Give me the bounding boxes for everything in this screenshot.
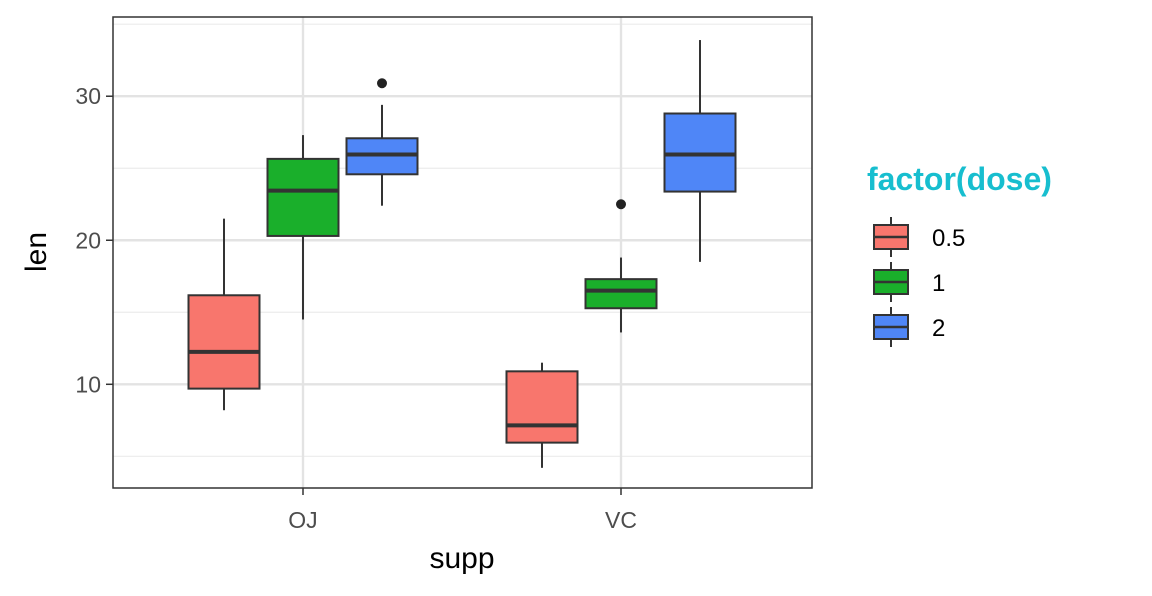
- outlier-point: [377, 78, 387, 89]
- box: [187, 294, 261, 390]
- box-OJ-0.5: [187, 218, 261, 411]
- box: [663, 112, 737, 193]
- box-OJ-1: [266, 135, 340, 320]
- y-axis-title: len: [20, 232, 53, 272]
- box-VC-2: [663, 40, 737, 262]
- grid: [113, 17, 812, 488]
- x-tick-label: VC: [605, 507, 637, 533]
- boxes: [187, 40, 737, 468]
- legend-title: factor(dose): [867, 161, 1052, 197]
- y-tick-label: 30: [75, 83, 101, 109]
- outlier-point: [616, 199, 626, 210]
- y-tick-label: 20: [75, 227, 101, 253]
- x-tick-label: OJ: [288, 507, 317, 533]
- x-axis-title: supp: [429, 542, 494, 575]
- panel-border: [112, 16, 813, 489]
- box: [266, 157, 340, 237]
- legend-label: 1: [932, 270, 945, 297]
- axes: 10 20 30 OJ VC: [75, 83, 637, 533]
- box-VC-1: [584, 199, 658, 333]
- legend-item-2: 2: [873, 307, 945, 347]
- legend-label: 0.5: [932, 225, 965, 252]
- box: [584, 278, 658, 310]
- y-tick-label: 10: [75, 371, 101, 397]
- box-VC-0.5: [505, 362, 579, 468]
- legend-item-1: 1: [873, 262, 945, 302]
- legend-label: 2: [932, 315, 945, 342]
- box: [505, 370, 579, 444]
- box-OJ-2: [345, 78, 419, 206]
- legend: 0.5 1 2: [873, 217, 965, 347]
- legend-item-0.5: 0.5: [873, 217, 965, 257]
